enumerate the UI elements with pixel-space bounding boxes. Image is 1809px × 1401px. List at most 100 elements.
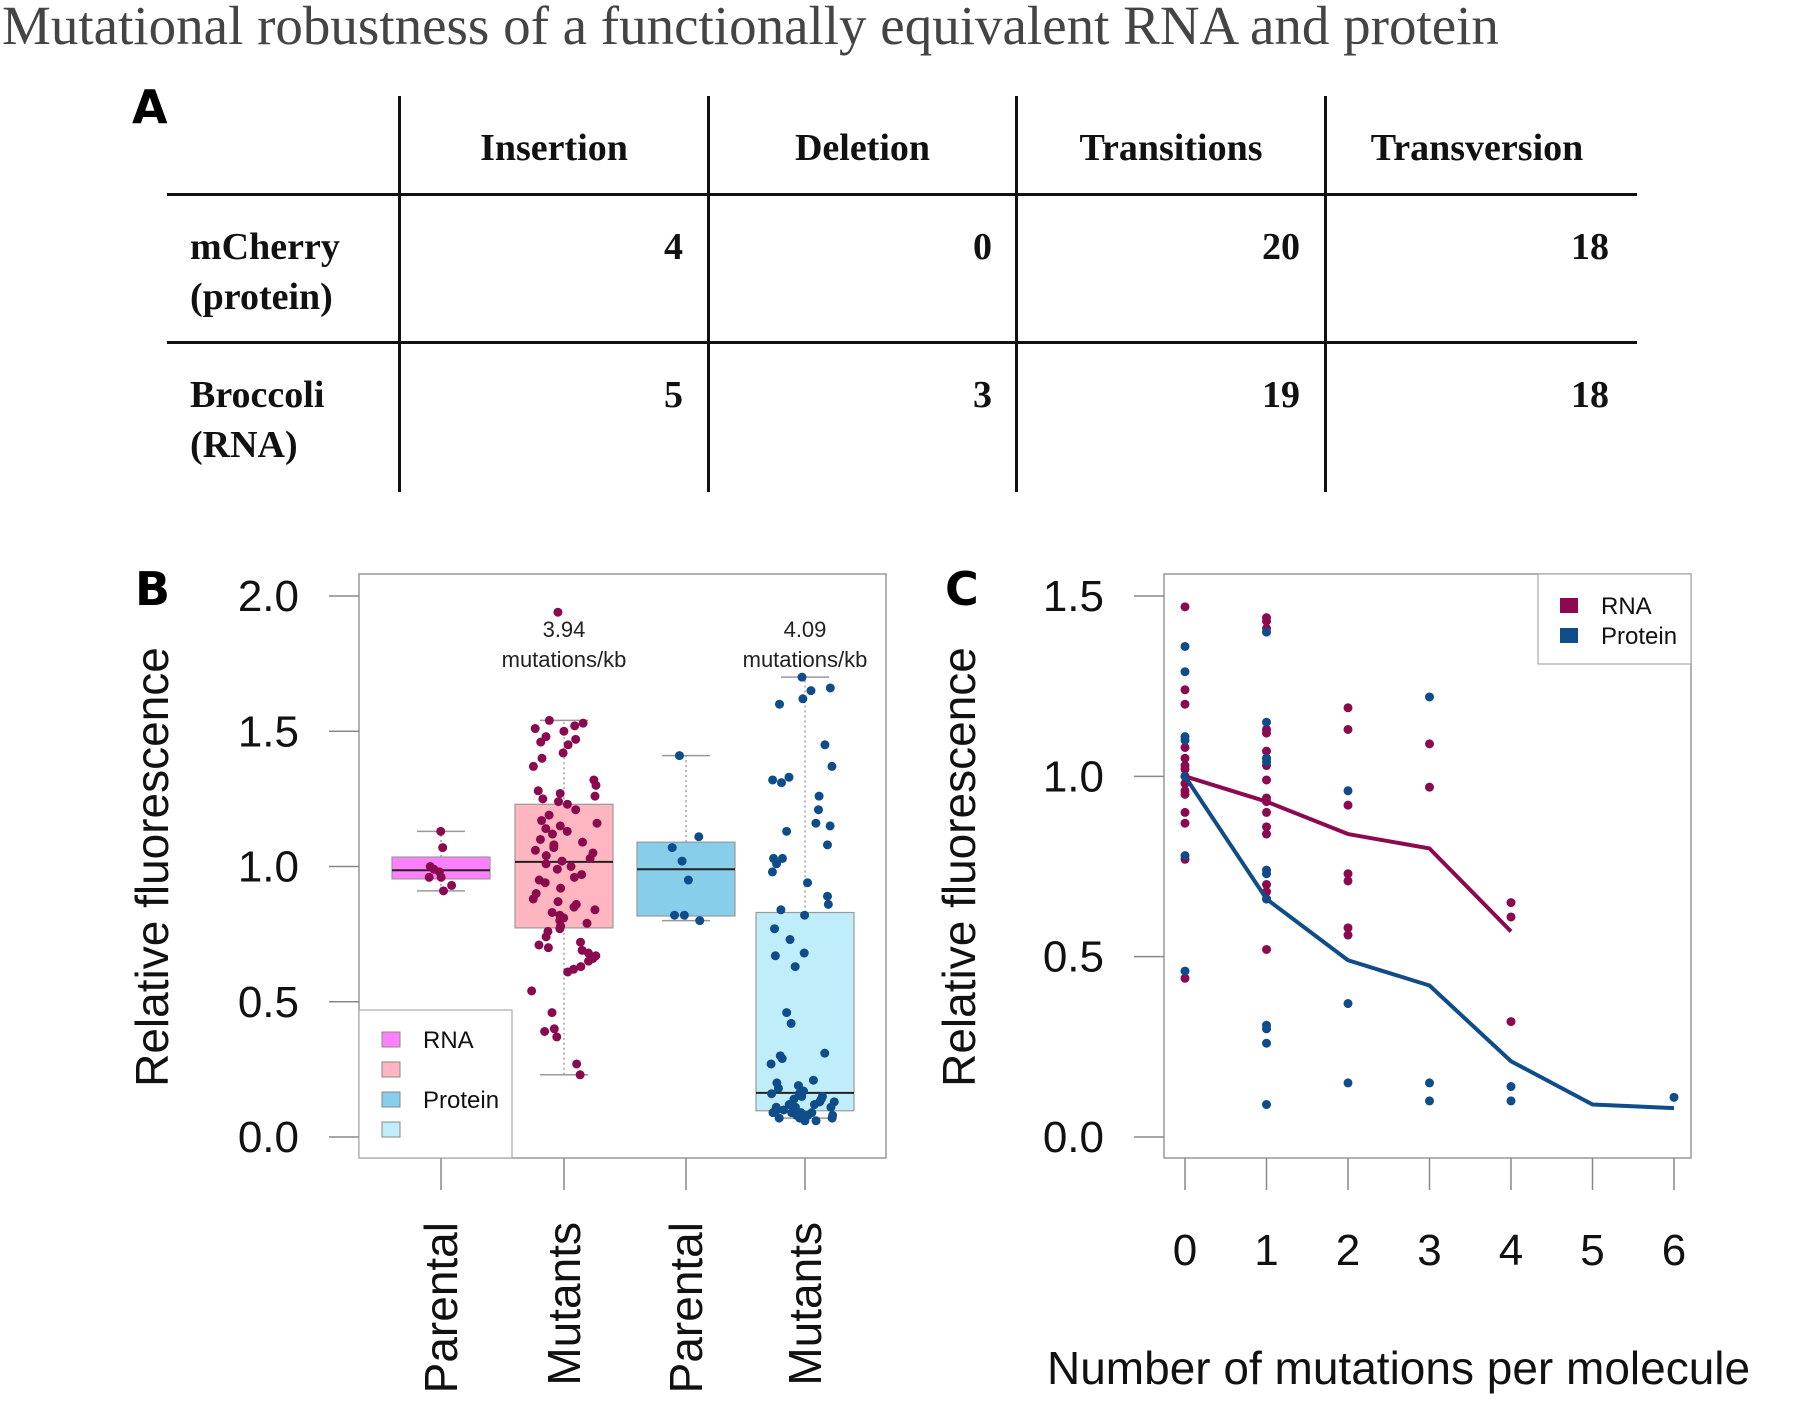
data-point	[1262, 880, 1271, 890]
data-point	[436, 826, 446, 836]
data-point	[436, 872, 446, 882]
data-point	[1180, 789, 1190, 799]
data-point	[537, 753, 547, 763]
data-point	[552, 1032, 562, 1042]
y-tick-label: 0.0	[1043, 1113, 1104, 1162]
data-point	[1669, 1092, 1679, 1102]
data-point	[1262, 1038, 1271, 1048]
rate-annotation-unit: mutations/kb	[502, 647, 627, 672]
figure-title: Mutational robustness of a functionally …	[2, 0, 1499, 56]
data-point	[1343, 703, 1353, 713]
data-point	[576, 962, 586, 972]
data-point	[439, 886, 449, 896]
data-point	[582, 918, 592, 928]
data-point	[825, 683, 835, 693]
data-point	[677, 856, 687, 866]
data-point	[811, 1116, 821, 1126]
data-point	[544, 715, 554, 725]
data-point	[1262, 746, 1271, 756]
panel-label-a: A	[132, 80, 168, 134]
data-point	[562, 799, 572, 809]
data-point	[1262, 775, 1271, 785]
data-point	[591, 780, 601, 790]
data-point	[578, 837, 588, 847]
data-point	[1180, 602, 1190, 612]
data-point	[775, 699, 785, 709]
data-point	[541, 851, 551, 861]
y-tick-label: 1.5	[238, 707, 299, 756]
data-point	[559, 726, 569, 736]
y-tick-label: 0.5	[1043, 933, 1104, 982]
data-point	[782, 1008, 792, 1018]
data-point	[538, 794, 548, 804]
data-point	[766, 1059, 776, 1069]
data-point	[674, 751, 684, 761]
data-point	[1343, 869, 1353, 879]
data-point	[563, 740, 573, 750]
data-point	[547, 1008, 557, 1018]
legend-swatch	[381, 1061, 401, 1078]
data-point	[569, 872, 579, 882]
data-point	[779, 1105, 789, 1115]
data-point	[797, 1091, 807, 1101]
x-tick-label: 2	[1336, 1226, 1360, 1275]
data-point	[1262, 616, 1271, 626]
data-point	[536, 737, 546, 747]
lineplot-panel-c: 0.0 0.5 1.0 1.5 Relative fluorescence 0 1 2 3 4 5 6…	[933, 572, 1750, 1394]
legend-swatch	[1560, 598, 1578, 613]
data-point	[541, 932, 551, 942]
box-rna-mutants	[514, 607, 614, 1080]
box-protein-parental	[636, 751, 736, 926]
data-point	[803, 878, 813, 888]
data-point	[811, 818, 821, 828]
data-point	[533, 786, 543, 796]
data-point	[670, 910, 680, 920]
data-point	[809, 1100, 819, 1110]
data-point	[569, 902, 579, 912]
cell-transitions: 20	[1262, 226, 1300, 268]
data-point	[556, 883, 566, 893]
data-point	[1262, 717, 1271, 727]
data-point	[785, 935, 795, 945]
boxplot-panel-b: 0.0 0.5 1.0 1.5 2.0 Relative fluorescence Pare…	[126, 572, 887, 1393]
table-vline	[1324, 96, 1327, 492]
data-point	[438, 843, 448, 853]
data-point	[549, 843, 559, 853]
data-point	[590, 905, 600, 915]
data-point	[799, 948, 809, 958]
table-vline	[1015, 96, 1018, 492]
data-point	[772, 859, 782, 869]
data-point	[1180, 851, 1190, 861]
data-point	[530, 724, 540, 734]
data-point	[572, 1059, 582, 1069]
y-tick-label: 1.0	[238, 843, 299, 892]
data-point	[827, 761, 837, 771]
y-tick-label: 0.0	[238, 1113, 299, 1162]
data-point	[563, 967, 573, 977]
data-point	[540, 1027, 550, 1037]
data-point	[1262, 1100, 1271, 1110]
x-tick-label: 1	[1254, 1226, 1278, 1275]
data-point	[679, 910, 689, 920]
data-point	[576, 937, 586, 947]
data-point	[1262, 944, 1271, 954]
data-point	[530, 845, 540, 855]
cell-insertion: 5	[664, 374, 683, 416]
data-point	[1343, 923, 1353, 933]
cell-transversion: 18	[1571, 226, 1609, 268]
x-tick-label: 6	[1662, 1226, 1686, 1275]
data-point	[823, 899, 833, 909]
x-tick-label: 5	[1580, 1226, 1604, 1275]
row-label: Broccoli	[190, 374, 325, 416]
data-point	[1180, 966, 1190, 976]
data-point	[808, 1075, 818, 1085]
cell-insertion: 4	[664, 226, 683, 268]
data-point	[820, 1048, 830, 1058]
y-tick-label: 2.0	[238, 572, 299, 621]
x-tick-label: 0	[1173, 1226, 1197, 1275]
x-tick-label: Parental	[415, 1222, 467, 1393]
data-point	[1262, 829, 1271, 839]
data-point	[1180, 973, 1190, 983]
table-hline	[167, 193, 1637, 196]
data-point	[1343, 724, 1353, 734]
